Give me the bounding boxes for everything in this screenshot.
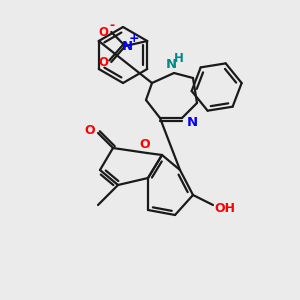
Text: N: N [165, 58, 177, 71]
Text: N: N [186, 116, 198, 130]
Text: H: H [174, 52, 184, 65]
Text: O: O [85, 124, 95, 137]
Text: OH: OH [214, 202, 236, 214]
Text: -: - [110, 19, 115, 32]
Text: O: O [98, 26, 108, 38]
Text: O: O [140, 139, 150, 152]
Text: +: + [129, 32, 140, 46]
Text: O: O [98, 56, 108, 68]
Text: N: N [122, 40, 133, 52]
